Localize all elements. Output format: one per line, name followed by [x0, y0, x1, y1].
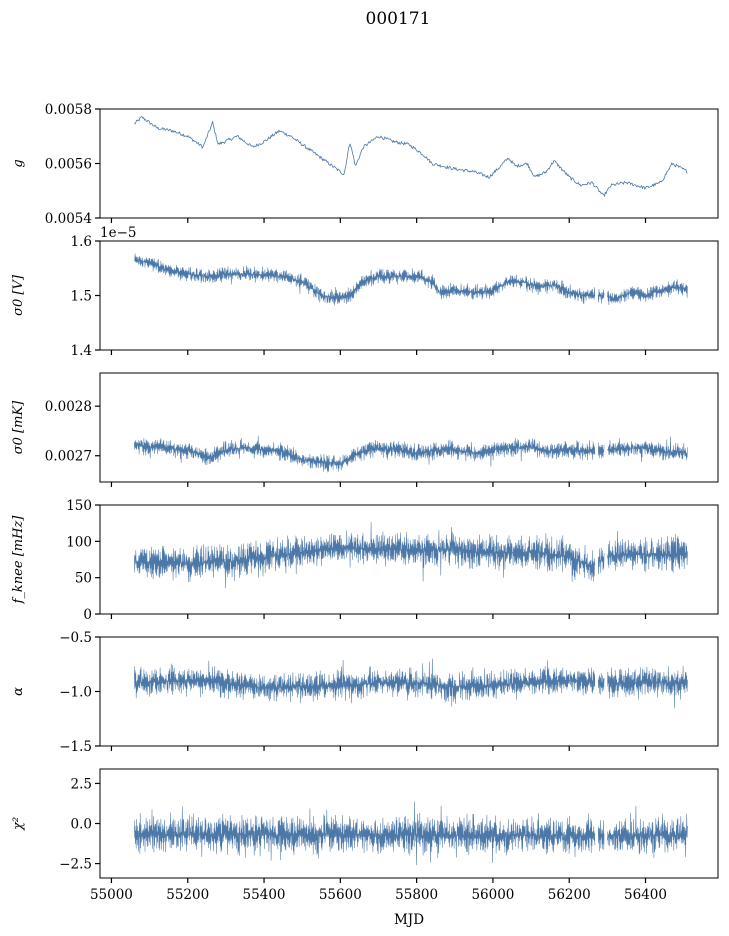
- series-line: [134, 521, 688, 588]
- y-axis-label: f_knee [mHz]: [11, 515, 26, 605]
- axes-frame: [99, 504, 719, 615]
- x-tick-label: 55800: [395, 887, 438, 903]
- series-line: [134, 435, 688, 473]
- y-axis-label: α: [11, 687, 26, 696]
- series-line: [134, 801, 688, 866]
- x-tick-label: 56200: [548, 887, 591, 903]
- panels: 0.0054 0.0056 0.0058 g 1.4 1.5 1.6 1e−5 σ0 [V] 0.…: [11, 102, 719, 903]
- y-tick-label: 0.0054: [45, 211, 92, 227]
- y-tick-label: 100: [66, 534, 92, 550]
- figure-title: 000171: [366, 9, 431, 29]
- y-tick-label: −1.5: [59, 739, 92, 755]
- axes-frame: [99, 372, 719, 483]
- y-tick-label: 2.5: [71, 776, 92, 792]
- sigma-V-panel: 1.4 1.5 1.6 1e−5 σ0 [V]: [11, 225, 719, 359]
- g-panel: 0.0054 0.0056 0.0058 g: [11, 102, 719, 227]
- sigma-mK-panel: 0.0027 0.0028 σ0 [mK]: [11, 372, 719, 487]
- y-tick-label: 0: [83, 607, 92, 623]
- y-tick-label: 0.0027: [45, 449, 92, 465]
- y-tick-label: 0.0: [71, 817, 92, 833]
- y-tick-label: 50: [75, 571, 92, 587]
- series-line: [134, 253, 688, 306]
- chi2-panel: −2.5 0.0 2.5 55000 55200 55400 55600 55800 56000…: [11, 768, 719, 903]
- x-tick-label: 55000: [90, 887, 133, 903]
- series-line: [134, 658, 688, 709]
- y-tick-label: 1.4: [71, 343, 92, 359]
- series-line: [134, 116, 688, 197]
- y-tick-label: −1.0: [59, 685, 92, 701]
- y-tick-label: 1.5: [71, 289, 92, 305]
- x-tick-label: 56400: [624, 887, 667, 903]
- x-tick-label: 56000: [471, 887, 514, 903]
- y-tick-label: −0.5: [59, 630, 92, 646]
- y-axis-label: σ0 [mK]: [11, 400, 26, 454]
- y-tick-label: 1.6: [71, 234, 92, 250]
- fknee-panel: 0 50 100 150 f_knee [mHz]: [11, 498, 719, 623]
- y-tick-label: 0.0028: [45, 399, 92, 415]
- y-tick-label: 0.0058: [45, 102, 92, 118]
- x-tick-label: 55200: [166, 887, 209, 903]
- x-tick-label: 55400: [243, 887, 286, 903]
- y-axis-label: χ²: [11, 817, 26, 831]
- y-tick-label: −2.5: [59, 857, 92, 873]
- offset-text: 1e−5: [100, 225, 136, 241]
- y-axis-label: σ0 [V]: [11, 274, 26, 316]
- alpha-panel: −1.5 −1.0 −0.5 α: [11, 630, 719, 755]
- x-tick-label: 55600: [319, 887, 362, 903]
- y-tick-label: 150: [66, 498, 92, 514]
- y-tick-label: 0.0056: [45, 157, 92, 173]
- y-axis-label: g: [11, 159, 26, 167]
- x-axis-label: MJD: [394, 912, 424, 928]
- axes-frame: [99, 108, 719, 219]
